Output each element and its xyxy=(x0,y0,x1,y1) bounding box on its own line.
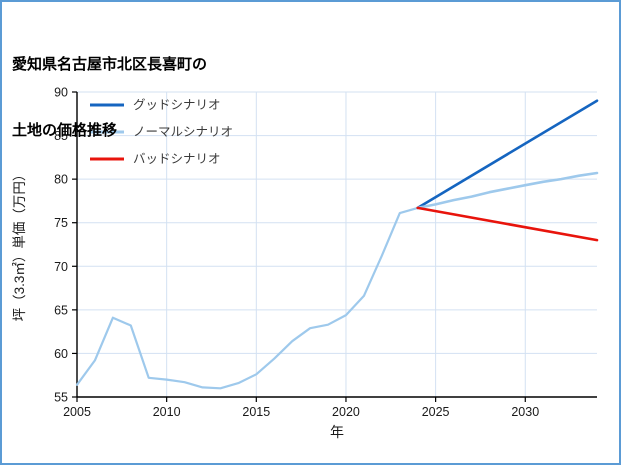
x-axis-label: 年 xyxy=(330,424,344,440)
page-title: 愛知県名古屋市北区長喜町の 土地の価格推移 xyxy=(12,10,207,186)
y-tick-label: 75 xyxy=(54,216,68,230)
title-line-1: 愛知県名古屋市北区長喜町の xyxy=(12,56,208,73)
line-scenario-bad xyxy=(416,206,599,242)
x-tick-label: 2025 xyxy=(422,405,450,419)
legend-label: バッドシナリオ xyxy=(133,152,221,166)
y-tick-label: 60 xyxy=(54,347,68,361)
y-tick-label: 85 xyxy=(54,129,68,143)
x-tick-label: 2010 xyxy=(153,405,181,419)
y-tick-label: 80 xyxy=(54,173,68,187)
y-tick-label: 55 xyxy=(54,391,68,405)
line-scenario-good xyxy=(416,99,599,210)
legend-label: ノーマルシナリオ xyxy=(133,125,233,139)
y-tick-label: 70 xyxy=(54,260,68,274)
series-lines xyxy=(75,99,599,390)
line-price-history xyxy=(75,206,419,390)
x-tick-label: 2020 xyxy=(332,405,360,419)
line-scenario-normal xyxy=(416,171,599,210)
axes xyxy=(76,92,597,398)
title-line-2: 土地の価格推移 xyxy=(12,122,118,139)
y-axis-label: 坪（3.3㎡）単価（万円） xyxy=(12,168,27,322)
x-tick-label: 2030 xyxy=(511,405,539,419)
y-tick-label: 65 xyxy=(54,303,68,317)
tick-labels: 2005 2010 2015 2020 2025 2030 55 60 65 70 75 80 85 90 xyxy=(54,86,539,420)
y-tick-label: 90 xyxy=(54,86,68,100)
x-tick-label: 2005 xyxy=(63,405,91,419)
legend-label: グッドシナリオ xyxy=(133,98,221,112)
x-tick-label: 2015 xyxy=(242,405,270,419)
